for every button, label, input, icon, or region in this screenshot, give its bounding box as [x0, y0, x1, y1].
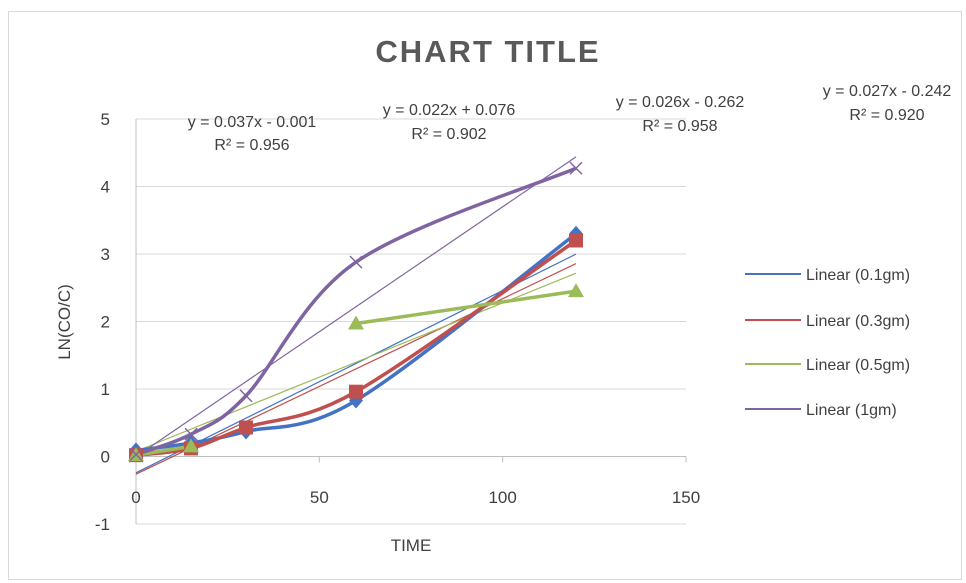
series-line [135, 239, 577, 457]
x-tick-label: 50 [310, 488, 329, 507]
chart-title: CHART TITLE [375, 34, 600, 69]
equation-0.1gm: y = 0.027x - 0.242 [823, 83, 952, 100]
y-tick-label: 3 [101, 245, 110, 264]
y-tick-label: 0 [101, 448, 110, 467]
r2-0.3gm: R² = 0.958 [642, 118, 717, 135]
r2-0.1gm: R² = 0.920 [849, 107, 924, 124]
legend: Linear (0.1gm) Linear (0.3gm) Linear (0.… [745, 267, 910, 419]
legend-label-0.1gm: Linear (0.1gm) [806, 267, 910, 284]
data-point-square [569, 233, 583, 248]
x-tick-label: 150 [672, 488, 700, 507]
data-point-triangle [183, 438, 199, 453]
data-point-x [129, 447, 143, 462]
equation-0.5gm: y = 0.022x + 0.076 [383, 102, 516, 119]
equations: y = 0.037x - 0.001 R² = 0.956 y = 0.022x… [188, 83, 952, 154]
markers [128, 161, 584, 463]
equation-1gm: y = 0.037x - 0.001 [188, 114, 317, 131]
y-tick-label: 5 [101, 110, 110, 129]
data-point-square [239, 420, 253, 435]
data-point-triangle [568, 283, 584, 298]
legend-item-0.1gm: Linear (0.1gm) [745, 267, 910, 284]
r2-0.5gm: R² = 0.902 [411, 126, 486, 143]
data-point-x [239, 389, 253, 403]
legend-item-0.3gm: Linear (0.3gm) [745, 313, 910, 330]
data-point-x [569, 161, 583, 175]
gridlines [136, 118, 686, 525]
x-axis-label: TIME [391, 536, 432, 555]
data-point-triangle [348, 315, 364, 330]
legend-item-1gm: Linear (1gm) [745, 402, 897, 419]
legend-label-1gm: Linear (1gm) [806, 402, 897, 419]
equation-0.3gm: y = 0.026x - 0.262 [616, 94, 745, 111]
chart-frame [8, 11, 962, 580]
series-line [355, 289, 577, 326]
y-tick-label: 1 [101, 380, 110, 399]
data-point-x [184, 427, 198, 441]
series-line [135, 232, 578, 453]
data-point-x [349, 255, 363, 269]
legend-label-0.5gm: Linear (0.5gm) [806, 357, 910, 374]
y-tick-label: 4 [101, 178, 110, 197]
trendline [135, 156, 577, 458]
legend-item-0.5gm: Linear (0.5gm) [745, 357, 910, 374]
x-tick-label: 100 [488, 488, 516, 507]
data-point-square [349, 384, 363, 399]
x-tick-label: 0 [131, 488, 140, 507]
y-tick-label: -1 [95, 515, 110, 534]
y-tick-label: 2 [101, 313, 110, 332]
legend-label-0.3gm: Linear (0.3gm) [806, 313, 910, 330]
y-axis-label: LN(CO/C) [55, 284, 74, 360]
r2-1gm: R² = 0.956 [214, 137, 289, 154]
